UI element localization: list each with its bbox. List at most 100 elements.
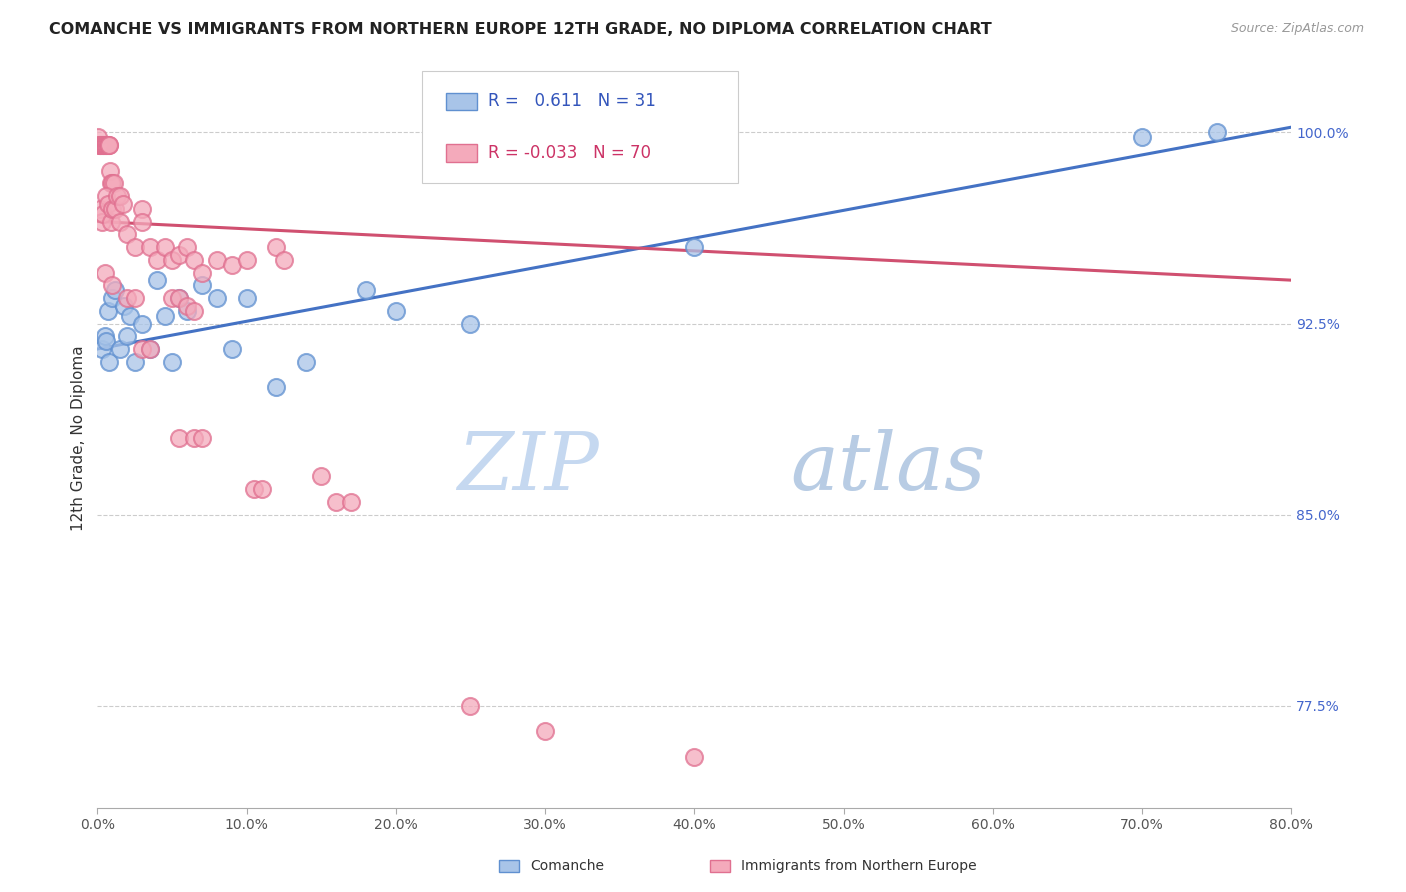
Point [108,189,131,203]
Point [191,266,214,280]
Text: atlas: atlas [790,429,986,507]
Point [1205,125,1227,139]
Point [97,138,120,153]
Point [221,258,243,272]
Point [101,291,124,305]
Point [153,309,176,323]
Point [191,278,214,293]
Point [138,342,160,356]
Point [354,284,377,298]
Point [98,138,121,153]
Point [221,342,243,356]
Point [138,240,160,254]
Point [89,202,111,216]
Point [90,214,112,228]
Point [325,495,347,509]
Text: Comanche: Comanche [530,859,605,873]
Point [534,724,557,739]
Point [104,284,127,298]
Point [101,202,124,216]
Point [120,309,142,323]
Point [131,202,153,216]
Point [91,138,114,153]
Point [243,482,266,496]
Point [90,342,112,356]
Point [96,334,118,349]
Point [183,252,205,267]
Point [101,278,124,293]
Point [250,482,273,496]
Point [340,495,363,509]
Point [97,138,120,153]
Point [124,240,146,254]
Point [169,291,191,305]
Point [683,750,706,764]
Point [96,189,118,203]
Point [146,273,169,287]
Point [169,291,191,305]
Point [91,207,114,221]
Point [131,317,153,331]
Point [205,252,228,267]
Point [169,431,191,445]
Text: Immigrants from Northern Europe: Immigrants from Northern Europe [741,859,977,873]
Point [89,138,111,153]
Text: ZIP: ZIP [457,429,599,507]
Point [235,291,257,305]
Point [89,138,111,153]
Point [683,240,706,254]
Text: R = -0.033   N = 70: R = -0.033 N = 70 [488,144,651,161]
Point [160,355,183,369]
Point [108,342,131,356]
Point [105,189,128,203]
Point [183,303,205,318]
Point [131,214,153,228]
Point [115,329,138,343]
Text: Source: ZipAtlas.com: Source: ZipAtlas.com [1230,22,1364,36]
Point [94,138,117,153]
Point [100,176,122,190]
Point [97,303,120,318]
Point [460,317,482,331]
Point [153,240,176,254]
Point [108,214,131,228]
Point [98,355,121,369]
Point [266,240,288,254]
Point [94,329,117,343]
Point [160,291,183,305]
Point [1130,130,1153,145]
Point [103,176,125,190]
Text: COMANCHE VS IMMIGRANTS FROM NORTHERN EUROPE 12TH GRADE, NO DIPLOMA CORRELATION C: COMANCHE VS IMMIGRANTS FROM NORTHERN EUR… [49,22,993,37]
Point [460,698,482,713]
Point [93,138,115,153]
Point [98,163,121,178]
Point [273,252,295,267]
Point [96,138,118,153]
Point [112,299,135,313]
Point [385,303,408,318]
Point [176,303,198,318]
Point [100,214,122,228]
Point [205,291,228,305]
Point [131,342,153,356]
Point [295,355,318,369]
Point [309,469,332,483]
Y-axis label: 12th Grade, No Diploma: 12th Grade, No Diploma [72,345,86,531]
Point [90,138,112,153]
Point [94,266,117,280]
Text: R =   0.611   N = 31: R = 0.611 N = 31 [488,93,655,111]
Point [87,130,110,145]
Point [160,252,183,267]
Point [183,431,205,445]
Point [97,196,120,211]
Point [94,138,117,153]
Point [146,252,169,267]
Point [115,291,138,305]
Point [176,240,198,254]
Point [91,138,114,153]
Point [101,176,124,190]
Point [115,227,138,242]
Point [104,202,127,216]
Point [235,252,257,267]
Point [191,431,214,445]
